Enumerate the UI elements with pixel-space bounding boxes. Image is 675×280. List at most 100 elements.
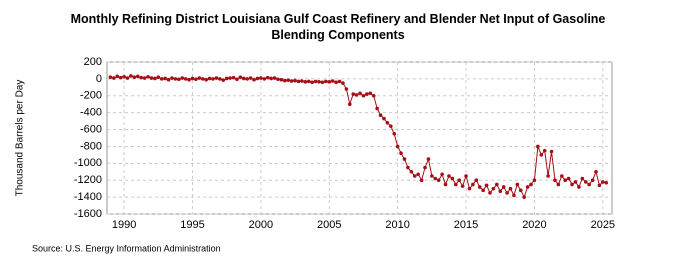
y-tick-label: -400 [80, 107, 102, 119]
data-point [542, 148, 547, 153]
data-point [207, 76, 212, 81]
y-tick-label: -600 [80, 123, 102, 135]
data-point [344, 87, 349, 91]
y-tick-label: -1600 [74, 208, 102, 220]
data-point [330, 79, 335, 83]
data-point [512, 193, 516, 198]
data-point [553, 178, 557, 183]
data-point [515, 182, 520, 187]
data-point [327, 80, 332, 84]
data-point [375, 106, 379, 111]
data-point [248, 76, 253, 80]
data-point [361, 93, 366, 98]
data-point [546, 174, 550, 178]
data-point [286, 78, 291, 82]
data-point [549, 149, 554, 154]
data-point [324, 79, 328, 84]
x-tick-label: 2005 [317, 219, 341, 231]
data-point [293, 78, 297, 83]
data-point [235, 77, 239, 82]
x-tick-label: 2020 [522, 219, 546, 231]
data-point [495, 182, 499, 187]
data-point [245, 77, 250, 81]
data-point [382, 116, 386, 121]
data-point [197, 76, 202, 80]
data-point [269, 76, 273, 81]
data-point [218, 77, 222, 81]
data-point [419, 178, 424, 183]
data-point [228, 76, 232, 80]
data-point [279, 77, 284, 82]
data-point [115, 74, 120, 79]
data-point [265, 75, 270, 80]
data-point [255, 76, 260, 81]
data-point [467, 186, 472, 191]
data-point [464, 174, 468, 178]
data-point [204, 77, 208, 82]
x-tick-label: 2025 [591, 219, 615, 231]
data-point [310, 80, 314, 85]
data-point [354, 93, 359, 97]
data-point [491, 186, 496, 191]
data-point [129, 74, 133, 78]
data-point [259, 76, 263, 80]
data-point [112, 76, 116, 80]
x-tick-label: 2000 [249, 219, 273, 231]
data-point [532, 178, 537, 183]
data-point [484, 183, 489, 188]
data-point [303, 80, 308, 84]
source-note: Source: U.S. Energy Information Administ… [32, 243, 221, 253]
data-point [306, 79, 311, 84]
data-point [389, 124, 393, 128]
y-tick-label: 0 [96, 73, 102, 85]
data-point [471, 182, 475, 187]
data-point [163, 76, 167, 81]
data-point [180, 76, 185, 80]
data-point [241, 76, 246, 81]
data-point [560, 174, 564, 178]
data-point [525, 185, 530, 189]
data-point [358, 91, 362, 96]
data-point [337, 79, 342, 84]
x-tick-label: 1995 [180, 219, 204, 231]
data-point [536, 144, 540, 149]
data-point [529, 182, 533, 187]
data-point [238, 75, 243, 79]
data-point [173, 77, 178, 81]
data-point [149, 76, 154, 80]
data-point [583, 180, 588, 184]
data-point [573, 180, 578, 184]
data-point [409, 169, 414, 174]
data-point [566, 176, 571, 181]
data-point [156, 75, 161, 79]
data-point [440, 172, 444, 177]
data-point [118, 75, 123, 80]
data-point [320, 80, 325, 85]
data-point [570, 182, 574, 187]
data-point [477, 185, 482, 189]
data-point [460, 184, 465, 188]
data-point [183, 77, 188, 81]
data-point [170, 76, 174, 80]
y-tick-label: 200 [84, 56, 102, 68]
data-point [177, 77, 181, 82]
data-point [139, 75, 143, 80]
data-point [590, 178, 595, 183]
data-point [224, 76, 229, 81]
data-point [450, 176, 455, 181]
data-point [474, 178, 479, 183]
y-tick-label: -1400 [74, 191, 102, 203]
data-point [146, 74, 150, 79]
data-point [371, 93, 376, 98]
data-point [153, 76, 157, 81]
data-point [187, 77, 191, 82]
x-tick-label: 2015 [454, 219, 478, 231]
data-point [518, 188, 523, 193]
data-point [539, 153, 544, 157]
data-point [221, 78, 226, 82]
data-point [341, 81, 345, 85]
data-point [416, 172, 420, 177]
data-point [395, 144, 400, 149]
data-point [522, 195, 526, 199]
data-point [488, 191, 492, 195]
